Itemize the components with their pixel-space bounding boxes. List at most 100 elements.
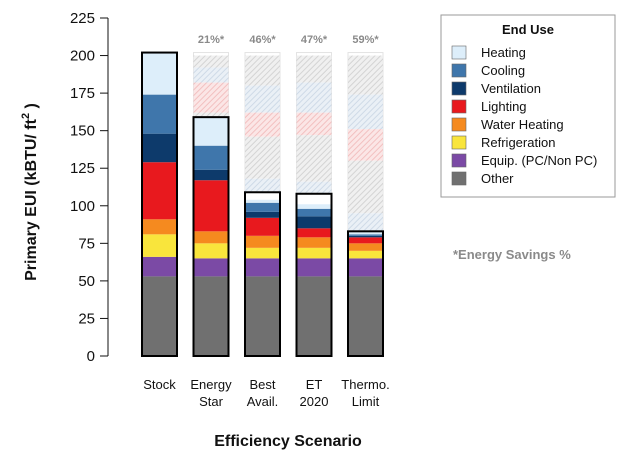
legend-swatch [451, 45, 467, 60]
bar-segment-other [296, 276, 332, 356]
y-tick-label: 75 [78, 235, 95, 252]
bar-segment-heating [348, 231, 383, 235]
legend-title: End Use [502, 22, 554, 37]
bar-group: 46%* Best Avail. [244, 34, 281, 409]
savings-label: 21%* [198, 34, 225, 46]
bar-segment-heating [245, 199, 280, 203]
legend-swatch [451, 135, 467, 150]
legend-label: Water Heating [481, 117, 564, 132]
bar-segment-equip-pc-non-pc- [193, 258, 229, 277]
bar-segment-lighting [296, 228, 332, 238]
savings-label: 59%* [352, 34, 379, 46]
baseline-segment [296, 55, 332, 83]
bar-group: 21%* Energy Star [190, 34, 232, 409]
y-axis-title: Primary EUI (kBTU/ ft2 ) [20, 103, 40, 281]
category-label: Star [199, 394, 224, 409]
baseline-segment [245, 85, 280, 113]
bar-segment-water-heating [142, 219, 177, 235]
bar-outline [192, 116, 230, 357]
bar-segment-ventilation [348, 235, 383, 238]
bar-segment-lighting [193, 180, 229, 232]
bar-outline [295, 192, 333, 357]
y-tick-label: 100 [70, 198, 95, 215]
bar-segment-ventilation [142, 133, 177, 163]
bar-segment-refrigeration [245, 247, 280, 259]
legend-swatch [451, 117, 467, 132]
baseline-segment [193, 67, 229, 83]
y-tick-label: 200 [70, 48, 95, 65]
legend-box [440, 14, 616, 198]
bar-outline [141, 51, 178, 357]
legend-label: Refrigeration [481, 135, 555, 150]
legend-label: Equip. (PC/Non PC) [481, 153, 597, 168]
legend-swatch [451, 99, 467, 114]
bar-segment-equip-pc-non-pc- [245, 258, 280, 277]
baseline-segment [245, 55, 280, 86]
legend-label: Lighting [481, 99, 527, 114]
bar-segment-equip-pc-non-pc- [348, 258, 383, 277]
bar-segment-heating [296, 204, 332, 209]
bar-segment-equip-pc-non-pc- [142, 256, 177, 277]
bar-segment-ventilation [245, 211, 280, 218]
category-label: Thermo. [341, 377, 389, 392]
category-label: Avail. [247, 394, 279, 409]
bar-segment-cooling [193, 145, 229, 170]
x-axis-title: Efficiency Scenario [214, 433, 362, 450]
y-tick-label: 0 [87, 348, 95, 365]
baseline-segment [245, 178, 280, 193]
category-label: Limit [352, 394, 380, 409]
baseline-segment [245, 136, 280, 179]
bar-segment-lighting [245, 217, 280, 236]
category-label: ET [306, 377, 323, 392]
bar-segment-other [245, 276, 280, 356]
legend-label: Ventilation [481, 81, 541, 96]
baseline-segment [193, 55, 229, 68]
baseline-segment [348, 160, 383, 214]
bar-group: 59%* Thermo. Limit [341, 34, 389, 409]
bar-segment-cooling [348, 234, 383, 236]
legend-swatch [451, 81, 467, 96]
bar-segment-other [348, 276, 383, 356]
category-label: Best [249, 377, 275, 392]
legend-swatch [451, 63, 467, 78]
legend-label: Other [481, 171, 514, 186]
category-label: Energy [190, 377, 232, 392]
bar-segment-other [142, 276, 177, 356]
bar-segment-water-heating [296, 237, 332, 248]
baseline-segment [296, 82, 332, 113]
legend-label: Cooling [481, 63, 525, 78]
bar-segment-lighting [348, 237, 383, 244]
baseline-segment [296, 181, 332, 194]
bar-segment-ventilation [193, 169, 229, 181]
bar-outline [347, 230, 384, 357]
bar-segment-cooling [142, 94, 177, 134]
energy-savings-note: *Energy Savings % [453, 247, 571, 262]
bar-segment-other [193, 276, 229, 356]
bar-segment-equip-pc-non-pc- [296, 258, 332, 277]
y-tick-label: 50 [78, 273, 95, 290]
y-tick-label: 150 [70, 123, 95, 140]
category-label: 2020 [300, 394, 329, 409]
legend-label: Heating [481, 45, 526, 60]
baseline-segment [193, 82, 229, 113]
savings-label: 47%* [301, 34, 328, 46]
bar-outline [244, 191, 281, 357]
baseline-segment [296, 135, 332, 182]
legend-swatch [451, 171, 467, 186]
baseline-segment [296, 112, 332, 136]
savings-label: 46%* [249, 34, 276, 46]
bar-segment-ventilation [296, 216, 332, 229]
category-label: Stock [143, 377, 176, 392]
baseline-segment [348, 129, 383, 161]
baseline-segment [193, 112, 229, 118]
y-tick-label: 125 [70, 160, 95, 177]
bar-segment-refrigeration [348, 250, 383, 259]
bar-segment-cooling [245, 202, 280, 212]
bar-segment-water-heating [245, 235, 280, 248]
bar-segment-refrigeration [142, 234, 177, 257]
bar-segment-water-heating [193, 231, 229, 244]
baseline-segment [348, 55, 383, 95]
y-tick-label: 175 [70, 85, 95, 102]
bar-segment-heating [142, 52, 177, 95]
